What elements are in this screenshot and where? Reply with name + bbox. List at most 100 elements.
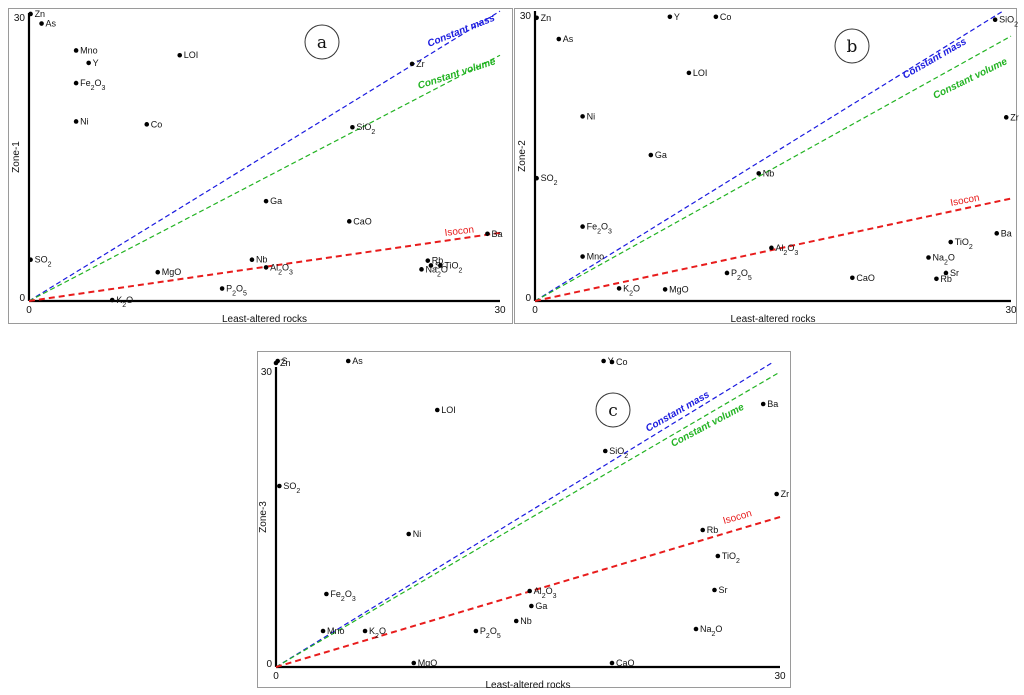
point-label: Y [674, 12, 680, 22]
data-point [926, 255, 931, 260]
data-point [28, 257, 33, 263]
data-point [686, 70, 692, 76]
data-point [513, 618, 519, 624]
panel-badge-label: b [847, 37, 858, 57]
point-label: Zr [781, 489, 790, 499]
data-point [263, 265, 269, 270]
data-point [438, 263, 443, 268]
point-label: As [352, 356, 363, 366]
point-label: Fe2O3 [330, 589, 355, 603]
data-point [534, 15, 539, 21]
point-label: Mno [80, 45, 98, 55]
panel-badge-label: c [608, 401, 618, 421]
point-label: Nb [520, 616, 532, 626]
panel-badge [304, 24, 340, 60]
point-label: SO2 [35, 255, 52, 269]
data-point [273, 360, 279, 366]
reference-line-constant-mass [534, 10, 1004, 302]
data-point [648, 152, 654, 158]
point-label: Ni [587, 111, 596, 121]
point-label: Co [720, 12, 732, 22]
point-label: TiO2 [444, 260, 462, 274]
data-point [28, 11, 33, 17]
reference-line-constant-volume [275, 371, 781, 668]
reference-line-constant-mass [275, 361, 774, 668]
point-label: As [46, 19, 57, 29]
data-point [756, 171, 762, 176]
point-label: K2O [116, 295, 133, 309]
data-point [760, 401, 766, 407]
chart-svg-a: 0 30 0 30 Least-altered rocks Zone-1 Constant … [11, 9, 506, 325]
line-label: Constant mass [426, 13, 497, 50]
line-label: Isocon [722, 508, 753, 527]
data-point [934, 276, 939, 282]
line-label: Constant volume [931, 56, 1009, 102]
point-label: K2O [369, 626, 386, 640]
data-point [350, 124, 355, 130]
x-tick-label: 30 [774, 671, 786, 682]
point-label: MgO [418, 658, 438, 668]
reference-line-constant-volume [28, 54, 501, 302]
data-point [1003, 115, 1009, 120]
x-tick-label: 0 [26, 305, 32, 316]
point-label: Al2O3 [534, 586, 557, 600]
data-point [616, 286, 622, 291]
y-tick-label: 0 [525, 293, 531, 304]
data-point [602, 448, 608, 454]
data-point [324, 591, 329, 597]
point-label: Na2O [426, 264, 448, 278]
data-point [263, 198, 269, 204]
data-point [73, 80, 79, 86]
point-label: P2O5 [480, 626, 501, 640]
data-point [485, 231, 490, 237]
point-label: P2O5 [226, 284, 247, 298]
data-point [277, 483, 282, 489]
point-label: Ga [270, 196, 282, 206]
y-tick-label: 0 [19, 293, 25, 304]
point-label: S [282, 356, 288, 366]
chart-panel-b: 0 30 0 30 Least-altered rocks Zone-2 Constant … [514, 8, 1019, 325]
data-point [580, 224, 585, 229]
data-point [715, 553, 721, 559]
point-label: CaO [856, 273, 875, 283]
x-tick-label: 0 [273, 671, 279, 682]
data-point [556, 36, 562, 42]
data-point [177, 52, 183, 58]
point-label: Zn [541, 13, 552, 23]
point-label: Ga [535, 601, 547, 611]
point-label: LOI [693, 68, 708, 78]
point-label: Ni [80, 116, 89, 126]
x-axis-title: Least-altered rocks [485, 680, 570, 691]
data-point [992, 17, 998, 22]
y-tick-label: 30 [261, 367, 273, 378]
point-label: Na2O [932, 253, 954, 267]
reference-line-constant-volume [534, 35, 1012, 302]
data-point [529, 603, 534, 609]
data-point [425, 258, 431, 263]
y-tick-label: 30 [14, 13, 26, 24]
point-label: As [563, 34, 574, 44]
point-label: Fe2O3 [587, 222, 612, 236]
panel-badge [834, 28, 870, 64]
data-point [601, 358, 606, 364]
point-label: Nb [763, 168, 775, 178]
point-label: Sr [718, 585, 727, 595]
point-label: Fe2O3 [80, 78, 105, 92]
data-point [994, 231, 1000, 236]
point-label: LOI [441, 405, 456, 415]
point-label: Ba [1001, 228, 1012, 238]
point-label: TiO2 [722, 551, 740, 565]
data-point [86, 60, 91, 66]
data-point [419, 267, 424, 272]
data-point [662, 287, 668, 292]
data-point [219, 286, 225, 291]
x-axis-title: Least-altered rocks [222, 314, 307, 325]
point-label: LOI [184, 50, 199, 60]
data-point [249, 257, 255, 263]
data-point [73, 119, 79, 124]
data-point [667, 14, 673, 20]
point-label: SiO2 [999, 15, 1018, 29]
point-label: SiO2 [609, 446, 628, 460]
data-point [700, 527, 706, 533]
